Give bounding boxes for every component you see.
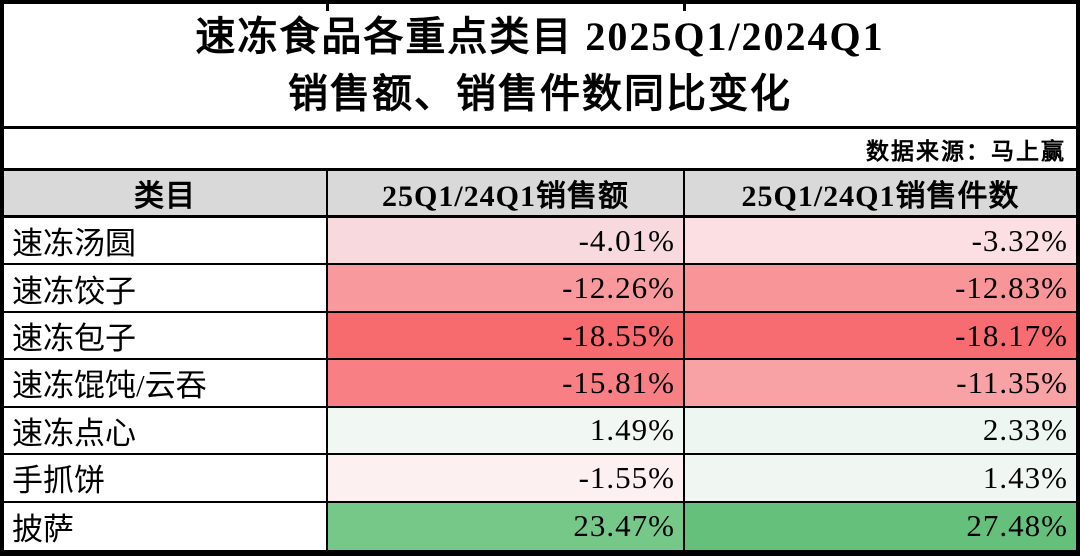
- units-value-cell: -11.35%: [685, 360, 1076, 408]
- category-cell: 手抓饼: [4, 455, 328, 503]
- sales-value-cell: 23.47%: [328, 502, 685, 550]
- sales-value-cell: -12.26%: [328, 265, 685, 313]
- sales-value-cell: -15.81%: [328, 360, 685, 408]
- column-header-category: 类目: [4, 171, 328, 218]
- sales-value-cell: -1.55%: [328, 455, 685, 503]
- chart-title-line1: 速冻食品各重点类目 2025Q1/2024Q1: [195, 14, 885, 59]
- category-cell: 速冻馄饨/云吞: [4, 360, 328, 408]
- sales-value-cell: -18.55%: [328, 312, 685, 361]
- units-value-cell: 1.43%: [685, 455, 1076, 503]
- top-grid-tick: [326, 4, 329, 11]
- units-value-cell: -18.17%: [685, 312, 1076, 361]
- column-header-sales: 25Q1/24Q1销售额: [328, 171, 685, 218]
- chart-title-line2: 销售额、销售件数同比变化: [288, 71, 792, 116]
- chart-title: 速冻食品各重点类目 2025Q1/2024Q1 销售额、销售件数同比变化: [4, 4, 1076, 129]
- category-cell: 速冻包子: [4, 312, 328, 361]
- units-value-cell: 27.48%: [685, 502, 1076, 550]
- data-source-note: 数据来源：马上赢: [4, 129, 1076, 171]
- category-cell: 速冻点心: [4, 407, 328, 456]
- sales-value-cell: -4.01%: [328, 218, 685, 266]
- column-header-units: 25Q1/24Q1销售件数: [685, 171, 1076, 218]
- category-cell: 披萨: [4, 502, 328, 550]
- category-cell: 速冻汤圆: [4, 218, 328, 266]
- units-value-cell: -12.83%: [685, 265, 1076, 313]
- category-cell: 速冻饺子: [4, 265, 328, 313]
- units-value-cell: -3.32%: [685, 218, 1076, 266]
- top-grid-tick: [683, 4, 686, 11]
- sales-value-cell: 1.49%: [328, 407, 685, 456]
- units-value-cell: 2.33%: [685, 407, 1076, 456]
- data-table: 类目 25Q1/24Q1销售额 25Q1/24Q1销售件数 速冻汤圆 -4.01…: [4, 171, 1076, 550]
